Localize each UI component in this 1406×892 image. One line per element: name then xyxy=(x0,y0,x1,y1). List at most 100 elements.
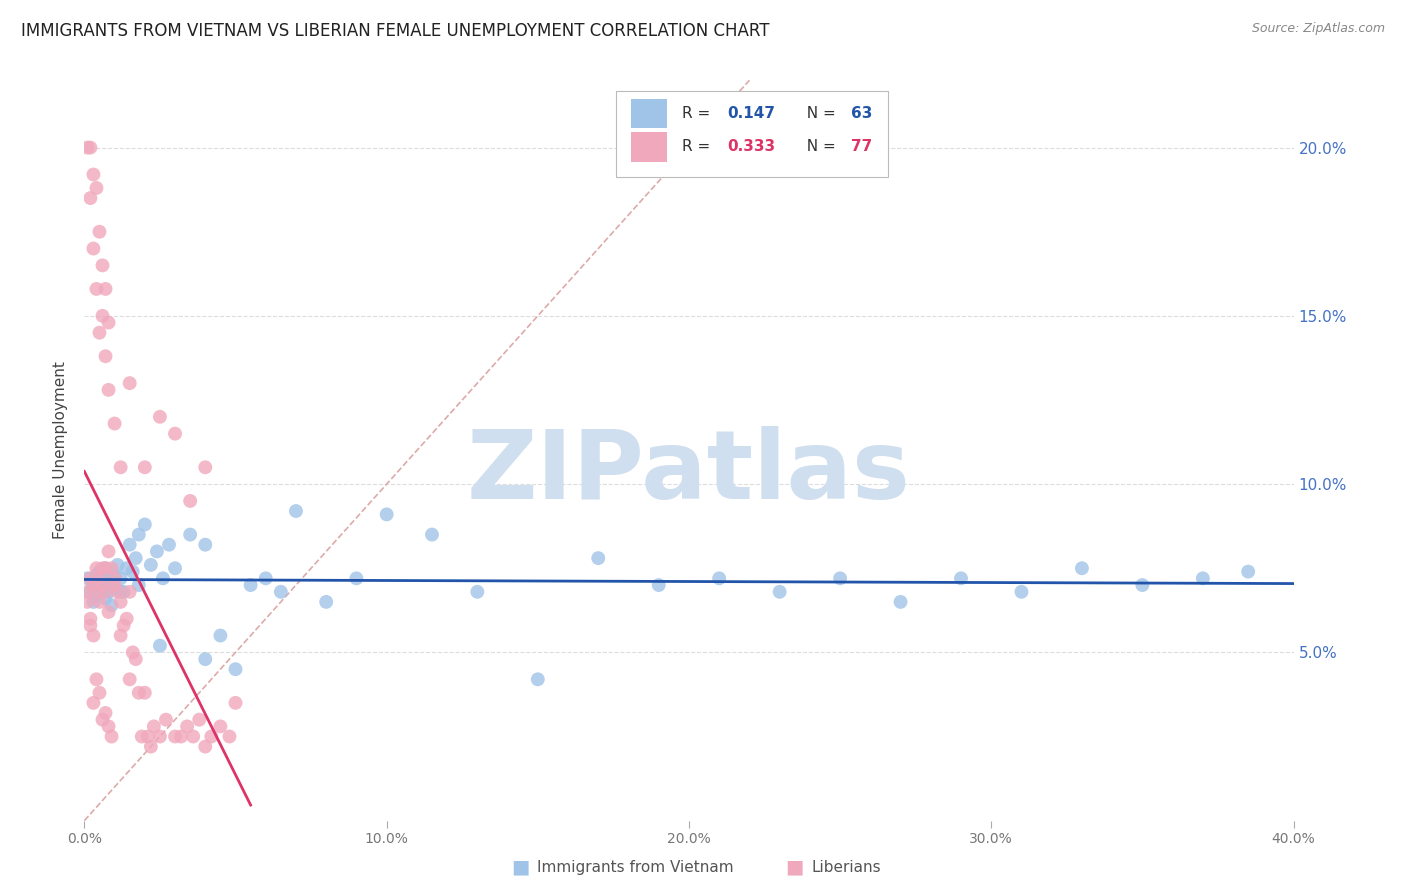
Point xyxy=(89,571,111,585)
Text: R =: R = xyxy=(682,106,714,121)
Point xyxy=(125,652,148,666)
Point xyxy=(139,558,162,572)
Point xyxy=(188,713,211,727)
Point xyxy=(110,584,132,599)
Point xyxy=(648,578,671,592)
Point xyxy=(128,686,150,700)
Bar xyxy=(631,132,668,161)
Point xyxy=(209,719,232,733)
Point xyxy=(89,565,111,579)
Point xyxy=(890,595,912,609)
Point xyxy=(91,571,114,585)
Text: 0.333: 0.333 xyxy=(728,139,776,154)
Point xyxy=(830,571,852,585)
Point xyxy=(79,584,101,599)
Point xyxy=(1071,561,1094,575)
Point xyxy=(100,561,122,575)
Point xyxy=(79,618,101,632)
Point xyxy=(121,645,143,659)
Text: N =: N = xyxy=(797,139,841,154)
Point xyxy=(82,168,104,182)
Point xyxy=(1130,578,1153,592)
Point xyxy=(112,584,135,599)
Point xyxy=(118,673,141,687)
Point xyxy=(110,460,132,475)
Point xyxy=(155,713,177,727)
Point xyxy=(89,326,111,340)
Point xyxy=(136,730,159,744)
Point xyxy=(170,730,193,744)
Point xyxy=(194,739,217,754)
Point xyxy=(86,181,108,195)
Point xyxy=(134,460,156,475)
Point xyxy=(86,282,108,296)
Point xyxy=(769,584,792,599)
Point xyxy=(97,605,120,619)
Text: Immigrants from Vietnam: Immigrants from Vietnam xyxy=(537,860,734,874)
Point xyxy=(94,282,117,296)
Point xyxy=(179,494,201,508)
Point xyxy=(94,561,117,575)
Point xyxy=(82,578,104,592)
Point xyxy=(91,309,114,323)
Point xyxy=(82,578,104,592)
Point xyxy=(91,561,114,575)
Point xyxy=(107,584,129,599)
Point xyxy=(121,565,143,579)
Text: N =: N = xyxy=(797,106,841,121)
Point xyxy=(94,349,117,363)
Point xyxy=(209,628,232,642)
Point xyxy=(588,551,610,566)
Point xyxy=(165,426,187,441)
Point xyxy=(1237,565,1260,579)
Point xyxy=(86,568,108,582)
Point xyxy=(100,578,122,592)
Point xyxy=(94,706,117,720)
Point xyxy=(128,527,150,541)
Text: ZIPatlas: ZIPatlas xyxy=(467,426,911,519)
Point xyxy=(100,599,122,613)
Point xyxy=(149,409,172,424)
Point xyxy=(527,673,550,687)
Text: ■: ■ xyxy=(785,857,804,877)
Text: ■: ■ xyxy=(510,857,530,877)
Point xyxy=(91,713,114,727)
Point xyxy=(225,696,247,710)
Point xyxy=(89,225,111,239)
Point xyxy=(179,527,201,541)
Point xyxy=(125,551,148,566)
Point xyxy=(131,730,153,744)
Point xyxy=(79,191,101,205)
Point xyxy=(86,584,108,599)
Point xyxy=(270,584,292,599)
Text: Liberians: Liberians xyxy=(811,860,882,874)
Point xyxy=(467,584,489,599)
Point xyxy=(91,582,114,596)
Point xyxy=(194,652,217,666)
Point xyxy=(157,538,180,552)
Point xyxy=(176,719,198,733)
Point xyxy=(315,595,337,609)
Point xyxy=(110,628,132,642)
Point xyxy=(104,571,127,585)
Text: 63: 63 xyxy=(851,106,872,121)
Point xyxy=(79,571,101,585)
Point xyxy=(104,578,127,592)
Point xyxy=(79,140,101,154)
Point xyxy=(82,628,104,642)
Point xyxy=(110,595,132,609)
Point xyxy=(97,719,120,733)
Point xyxy=(76,140,98,154)
Point xyxy=(128,578,150,592)
Point xyxy=(115,612,138,626)
Point xyxy=(375,508,398,522)
Point xyxy=(950,571,973,585)
Point xyxy=(225,662,247,676)
Point xyxy=(97,568,120,582)
Bar xyxy=(631,99,668,128)
Point xyxy=(709,571,731,585)
Point xyxy=(420,527,443,541)
Text: IMMIGRANTS FROM VIETNAM VS LIBERIAN FEMALE UNEMPLOYMENT CORRELATION CHART: IMMIGRANTS FROM VIETNAM VS LIBERIAN FEMA… xyxy=(21,22,769,40)
Point xyxy=(115,561,138,575)
Point xyxy=(86,588,108,602)
